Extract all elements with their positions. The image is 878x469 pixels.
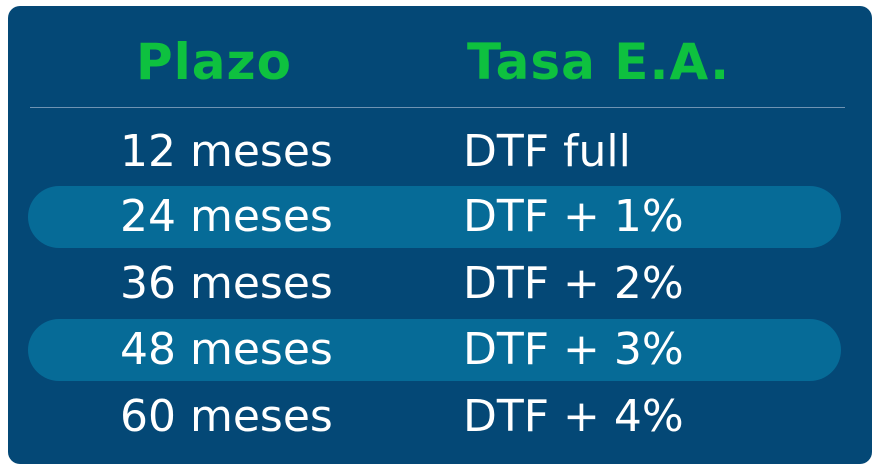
table-row: 36 meses DTF + 2% xyxy=(28,253,841,315)
term-cell: 36 meses xyxy=(120,258,333,309)
rate-cell: DTF + 3% xyxy=(463,324,684,375)
table-row: 12 meses DTF full xyxy=(28,121,841,183)
term-cell: 60 meses xyxy=(120,391,333,442)
rate-cell: DTF + 1% xyxy=(463,191,684,242)
term-cell: 24 meses xyxy=(120,191,333,242)
rate-cell: DTF + 2% xyxy=(463,258,684,309)
term-cell: 48 meses xyxy=(120,324,333,375)
rate-cell: DTF + 4% xyxy=(463,391,684,442)
table-row: 48 meses DTF + 3% xyxy=(28,319,841,381)
header-divider xyxy=(30,107,845,108)
term-cell: 12 meses xyxy=(120,126,333,177)
table-header: Plazo Tasa E.A. xyxy=(8,6,872,106)
table-row: 60 meses DTF + 4% xyxy=(28,386,841,448)
header-rate: Tasa E.A. xyxy=(467,33,731,91)
table-row: 24 meses DTF + 1% xyxy=(28,186,841,248)
rate-cell: DTF full xyxy=(463,126,631,177)
header-term: Plazo xyxy=(136,33,292,91)
rates-table-card: Plazo Tasa E.A. 12 meses DTF full 24 mes… xyxy=(8,6,872,464)
